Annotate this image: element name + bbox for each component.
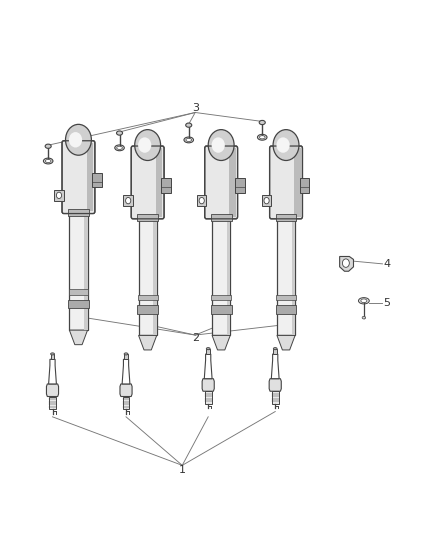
Polygon shape — [120, 384, 132, 397]
Ellipse shape — [258, 134, 267, 140]
Ellipse shape — [259, 120, 265, 125]
Ellipse shape — [66, 124, 92, 155]
Ellipse shape — [276, 138, 290, 153]
Polygon shape — [271, 354, 279, 378]
Bar — [230, 148, 236, 217]
Polygon shape — [49, 359, 57, 384]
Ellipse shape — [361, 299, 367, 303]
Bar — [273, 349, 277, 354]
Polygon shape — [339, 256, 353, 271]
Bar — [92, 173, 102, 188]
Ellipse shape — [51, 353, 54, 355]
Bar — [124, 195, 133, 206]
Bar — [300, 178, 309, 193]
Bar — [69, 209, 88, 330]
Bar — [276, 305, 297, 313]
Bar — [276, 214, 297, 221]
Bar — [211, 305, 232, 313]
Bar — [156, 148, 162, 217]
Bar — [235, 178, 244, 193]
Bar — [87, 143, 93, 212]
Bar — [292, 214, 295, 335]
Ellipse shape — [184, 137, 194, 143]
Bar — [138, 214, 157, 335]
Text: 4: 4 — [383, 259, 390, 269]
Bar — [137, 305, 158, 313]
Text: 1: 1 — [179, 465, 186, 474]
Ellipse shape — [212, 138, 225, 153]
Circle shape — [199, 197, 204, 204]
Bar — [51, 354, 54, 359]
Polygon shape — [122, 359, 130, 384]
Ellipse shape — [45, 144, 51, 148]
Bar — [294, 148, 301, 217]
Bar — [84, 209, 88, 330]
Text: 3: 3 — [192, 103, 199, 114]
Bar — [138, 295, 158, 300]
Ellipse shape — [362, 317, 366, 319]
Text: 5: 5 — [383, 298, 390, 309]
Bar — [137, 214, 158, 221]
FancyBboxPatch shape — [205, 146, 237, 219]
Ellipse shape — [259, 136, 265, 139]
Ellipse shape — [135, 130, 161, 160]
Bar — [123, 397, 130, 409]
Circle shape — [343, 259, 350, 268]
Ellipse shape — [208, 130, 234, 160]
Bar — [227, 214, 230, 335]
Polygon shape — [69, 330, 88, 345]
Bar — [68, 209, 89, 216]
Polygon shape — [277, 335, 295, 350]
Bar — [197, 195, 206, 206]
Ellipse shape — [117, 146, 122, 149]
Circle shape — [126, 197, 131, 204]
Circle shape — [57, 192, 62, 198]
Ellipse shape — [46, 159, 51, 163]
Ellipse shape — [69, 132, 82, 148]
Bar — [211, 295, 231, 300]
Bar — [212, 214, 230, 335]
Polygon shape — [138, 335, 157, 350]
Ellipse shape — [43, 158, 53, 164]
Ellipse shape — [124, 353, 128, 355]
Bar — [49, 397, 56, 409]
Ellipse shape — [206, 348, 210, 350]
FancyBboxPatch shape — [62, 141, 95, 214]
Ellipse shape — [115, 145, 124, 151]
Ellipse shape — [273, 130, 299, 160]
Ellipse shape — [358, 297, 369, 304]
Ellipse shape — [186, 139, 191, 141]
Bar — [272, 391, 279, 404]
Ellipse shape — [138, 138, 151, 153]
Circle shape — [264, 197, 269, 204]
Bar — [276, 295, 296, 300]
Bar — [162, 178, 171, 193]
Bar — [124, 354, 128, 359]
Bar — [206, 349, 210, 354]
Text: 2: 2 — [192, 333, 199, 343]
Ellipse shape — [117, 131, 123, 135]
Bar — [68, 300, 89, 308]
Bar — [277, 214, 295, 335]
Polygon shape — [212, 335, 230, 350]
Polygon shape — [204, 354, 212, 378]
Bar — [205, 391, 212, 404]
FancyBboxPatch shape — [270, 146, 303, 219]
Ellipse shape — [273, 348, 277, 350]
Bar — [262, 195, 271, 206]
Bar — [211, 214, 232, 221]
Bar — [153, 214, 157, 335]
Polygon shape — [269, 378, 281, 391]
Polygon shape — [46, 384, 59, 397]
Ellipse shape — [186, 123, 192, 127]
Bar — [68, 289, 88, 295]
FancyBboxPatch shape — [131, 146, 164, 219]
Bar — [54, 190, 64, 201]
Polygon shape — [202, 378, 214, 391]
